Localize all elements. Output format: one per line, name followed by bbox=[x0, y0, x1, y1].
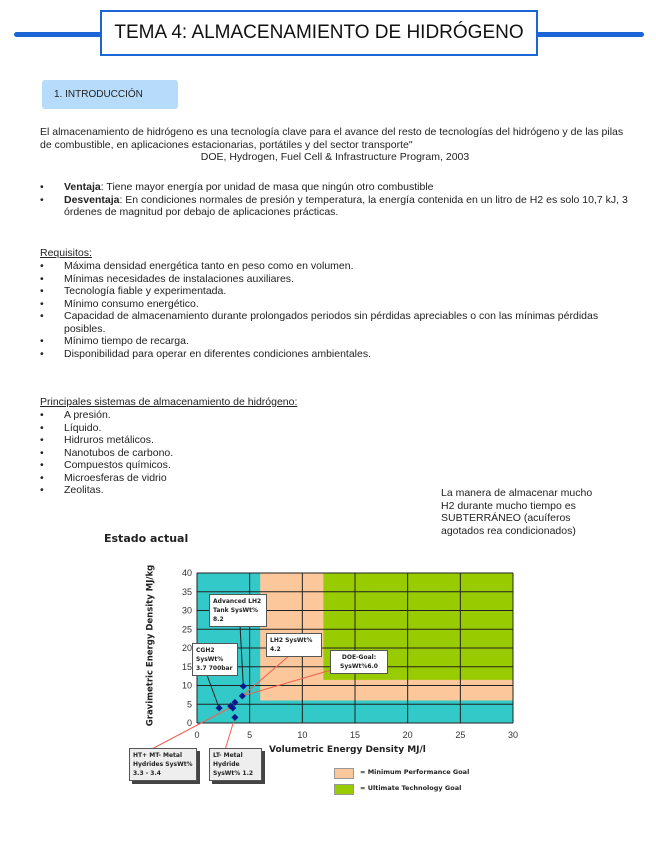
list-item: Ventaja: Tiene mayor energía por unidad … bbox=[40, 181, 630, 194]
section-heading: 1. INTRODUCCIÓN bbox=[42, 80, 178, 109]
page-title: TEMA 4: ALMACENAMIENTO DE HIDRÓGENO bbox=[100, 10, 538, 56]
y-tick-label: 25 bbox=[182, 624, 192, 634]
y-tick-label: 20 bbox=[182, 643, 192, 653]
y-tick-label: 15 bbox=[182, 662, 192, 672]
annotation-leader-line bbox=[239, 624, 244, 687]
y-tick-label: 35 bbox=[182, 587, 192, 597]
list-item: Hidruros metálicos. bbox=[40, 434, 340, 447]
legend-label-min: = Minimum Performance Goal bbox=[360, 768, 470, 776]
annotation-leader-line bbox=[242, 667, 339, 697]
list-item: Mínimo tiempo de recarga. bbox=[40, 335, 630, 348]
x-tick-label: 0 bbox=[194, 730, 199, 740]
legend-swatch-min bbox=[334, 768, 354, 779]
requirements-heading: Requisitos: bbox=[40, 247, 92, 259]
list-item: Mínimo consumo energético. bbox=[40, 298, 630, 311]
list-item: Compuestos químicos. bbox=[40, 459, 340, 472]
list-item: Tecnología fiable y experimentada. bbox=[40, 285, 630, 298]
chart-title: Estado actual bbox=[104, 532, 189, 545]
data-point bbox=[231, 698, 239, 706]
quote: El almacenamiento de hidrógeno es una te… bbox=[40, 126, 624, 151]
x-tick-label: 30 bbox=[508, 730, 518, 740]
data-point bbox=[231, 713, 239, 721]
list-item: Microesferas de vidrio bbox=[40, 472, 340, 485]
list-item: Capacidad de almacenamiento durante prol… bbox=[40, 310, 630, 335]
annotation-advanced-lh2: Advanced LH2 Tank SysWt% 8.2 bbox=[209, 594, 267, 627]
data-point bbox=[229, 704, 237, 712]
title-rule-left bbox=[14, 32, 104, 37]
data-point bbox=[238, 692, 246, 700]
y-tick-label: 10 bbox=[182, 681, 192, 691]
legend-label-ultimate: = Ultimate Technology Goal bbox=[360, 784, 462, 792]
systems-heading: Principales sistemas de almacenamiento d… bbox=[40, 396, 298, 408]
list-item: A presión. bbox=[40, 409, 340, 422]
x-tick-label: 25 bbox=[455, 730, 465, 740]
annotation-leader-line bbox=[206, 674, 220, 709]
y-tick-label: 5 bbox=[187, 699, 192, 709]
annotation-doe-goal: DOE-Goal: SysWt%6.0 bbox=[330, 650, 388, 674]
title-rule-right bbox=[532, 32, 644, 37]
list-item: Disponibilidad para operar en diferentes… bbox=[40, 348, 630, 361]
x-tick-label: 15 bbox=[350, 730, 360, 740]
list-item: Líquido. bbox=[40, 422, 340, 435]
systems-list: A presión. Líquido. Hidruros metálicos. … bbox=[40, 409, 340, 497]
y-tick-label: 40 bbox=[182, 568, 192, 578]
pros-cons-list: Ventaja: Tiene mayor energía por unidad … bbox=[40, 181, 630, 219]
annotation-leader-line bbox=[224, 717, 236, 751]
annotation-lt-hydride: LT- Metal Hydride SysWt% 1.2 bbox=[209, 748, 262, 781]
annotation-leader-line bbox=[241, 654, 291, 697]
annotation-leader-line bbox=[149, 706, 232, 751]
y-axis-label: Gravimetric Energy Density MJ/kg bbox=[145, 564, 156, 727]
y-tick-label: 30 bbox=[182, 606, 192, 616]
list-item: Nanotubos de carbono. bbox=[40, 447, 340, 460]
list-item: Mínimas necesidades de instalaciones aux… bbox=[40, 273, 630, 286]
data-point bbox=[239, 682, 247, 690]
x-tick-label: 5 bbox=[247, 730, 252, 740]
list-item: Máxima densidad energética tanto en peso… bbox=[40, 260, 630, 273]
data-point bbox=[215, 704, 223, 712]
list-item: Desventaja: En condiciones normales de p… bbox=[40, 194, 630, 219]
list-item: Zeolitas. bbox=[40, 484, 340, 497]
quote-source: DOE, Hydrogen, Fuel Cell & Infrastructur… bbox=[200, 151, 470, 163]
x-tick-label: 10 bbox=[297, 730, 307, 740]
annotation-cgh2: CGH2 SysWt% 3.7 700bar bbox=[192, 643, 238, 676]
y-tick-label: 0 bbox=[187, 718, 192, 728]
legend-swatch-ultimate bbox=[334, 784, 354, 795]
side-note: La manera de almacenar mucho H2 durante … bbox=[441, 487, 593, 537]
requirements-list: Máxima densidad energética tanto en peso… bbox=[40, 260, 630, 360]
annotation-lh2: LH2 SysWt% 4.2 bbox=[266, 633, 322, 657]
x-tick-label: 20 bbox=[403, 730, 413, 740]
x-axis-label: Volumetric Energy Density MJ/l bbox=[269, 745, 426, 755]
annotation-ht-mt-hydrides: HT+ MT- Metal Hydrides SysWt% 3.3 - 3.4 bbox=[129, 748, 197, 781]
